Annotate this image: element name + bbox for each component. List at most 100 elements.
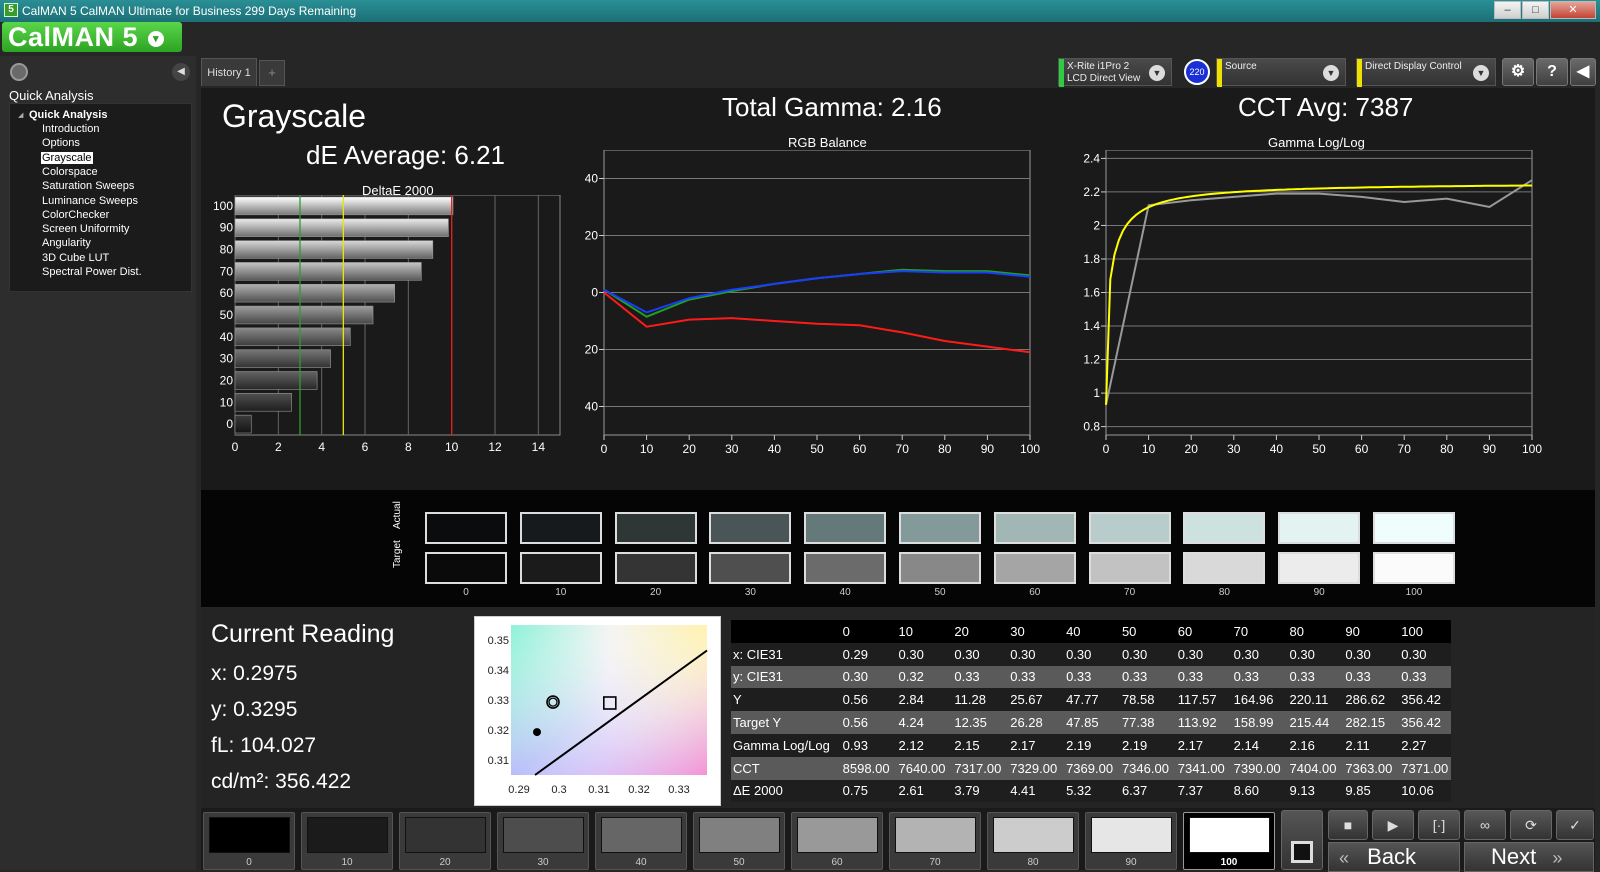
cie-x-tick: 0.29 — [508, 784, 529, 796]
sidebar-item-options[interactable]: Options — [42, 137, 80, 150]
deltae-bar-40 — [234, 327, 351, 347]
patch-color — [209, 817, 290, 853]
sidebar-item-grayscale[interactable]: Grayscale — [41, 151, 93, 164]
table-cell: 0.93 — [840, 733, 897, 757]
minimize-button[interactable]: – — [1494, 1, 1521, 19]
gear-icon: ⚙ — [1510, 63, 1526, 80]
patch-90[interactable]: 90 — [1085, 812, 1177, 870]
deltae-bar-30 — [234, 349, 331, 368]
patch-70[interactable]: 70 — [889, 812, 981, 870]
record-button[interactable] — [1281, 810, 1323, 870]
gamma-x-tick: 50 — [1312, 442, 1326, 456]
table-cell: 78.58 — [1119, 688, 1176, 712]
table-cell: 0.33 — [1064, 665, 1120, 689]
patch-color — [405, 817, 486, 853]
meter-badge[interactable]: 220 — [1184, 59, 1210, 85]
table-cell: 0.32 — [896, 665, 953, 689]
patch-100[interactable]: 100 — [1183, 812, 1275, 870]
target-swatch-20 — [614, 552, 697, 584]
play-button[interactable]: ▶ — [1372, 810, 1414, 840]
swatch-label: 20 — [650, 587, 662, 598]
display-status-bar — [1357, 59, 1362, 87]
target-swatch-90 — [1278, 552, 1361, 584]
patch-30[interactable]: 30 — [497, 812, 589, 870]
help-button[interactable]: ? — [1536, 58, 1568, 86]
sidebar-item-screen-uniformity[interactable]: Screen Uniformity — [42, 223, 130, 236]
sidebar-item-luminance-sweeps[interactable]: Luminance Sweeps — [42, 194, 139, 207]
table-cell: 0.30 — [1231, 642, 1288, 666]
calman-logo-menu[interactable]: CalMAN 5 ▾ — [2, 22, 182, 52]
sidebar-item-3d-cube-lut[interactable]: 3D Cube LUT — [42, 251, 110, 264]
table-cell: 2.27 — [1399, 733, 1451, 757]
table-cell: 356.42 — [1399, 711, 1451, 734]
back-button[interactable]: « Back — [1328, 842, 1460, 872]
table-cell: 2.17 — [1008, 733, 1065, 757]
rgb-series-line-0 — [603, 291, 1031, 354]
patch-80[interactable]: 80 — [987, 812, 1079, 870]
patch-40[interactable]: 40 — [595, 812, 687, 870]
tab-history-1[interactable]: History 1 — [201, 58, 257, 86]
gamma-x-tick: 70 — [1398, 442, 1412, 456]
sidebar-item-colorspace[interactable]: Colorspace — [42, 165, 98, 178]
table-cell: 26.28 — [1008, 711, 1065, 734]
actual-swatch-10 — [519, 512, 602, 544]
patch-color — [895, 817, 976, 853]
table-cell: 2.61 — [896, 779, 953, 803]
target-swatch-40 — [804, 552, 887, 584]
patch-60[interactable]: 60 — [791, 812, 883, 870]
source-selector[interactable]: Source ▼ — [1216, 58, 1346, 87]
table-cell: 7.37 — [1175, 779, 1232, 803]
stop-icon: ■ — [1343, 817, 1353, 833]
close-button[interactable]: ✕ — [1550, 1, 1596, 19]
sidebar-item-colorchecker[interactable]: ColorChecker — [42, 208, 110, 221]
maximize-button[interactable]: □ — [1522, 1, 1549, 19]
sidebar-item-saturation-sweeps[interactable]: Saturation Sweeps — [42, 180, 135, 193]
stop-button[interactable]: ■ — [1328, 810, 1368, 840]
gamma-x-tick: 0 — [1103, 442, 1110, 456]
patch-0[interactable]: 0 — [203, 812, 295, 870]
source-label: Source — [1225, 61, 1257, 72]
tree-expand-icon[interactable]: ◢ — [18, 112, 24, 119]
back-arrows-icon: « — [1339, 848, 1350, 868]
patch-50[interactable]: 50 — [693, 812, 785, 870]
next-button[interactable]: Next » — [1464, 842, 1594, 872]
deltae-bar-100 — [234, 196, 454, 216]
settings-button[interactable]: ⚙ — [1502, 58, 1534, 86]
measurement-table: 0 10 20 30 40 50 60 70 80 90 100 x: CIE31 0.29 0.30 0.… — [731, 620, 1451, 803]
panel-collapse-button[interactable]: ◀ — [1570, 58, 1596, 86]
cie-x-tick: 0.33 — [668, 784, 689, 796]
table-cell: 0.56 — [840, 688, 897, 712]
patch-10[interactable]: 10 — [301, 812, 393, 870]
table-cell: 158.99 — [1231, 711, 1288, 734]
cct-average: CCT Avg: 7387 — [1238, 92, 1414, 122]
table-cell: 9.85 — [1343, 779, 1400, 803]
table-cell: 0.33 — [1343, 665, 1400, 689]
continuous-button[interactable]: ∞ — [1464, 810, 1506, 840]
table-row: ΔE 2000 0.75 2.61 3.79 4.41 5.32 6.37 7.37 8.60 9… — [731, 779, 1451, 803]
sidebar-item-angularity[interactable]: Angularity — [42, 237, 91, 250]
actual-row-label: Actual — [392, 501, 403, 529]
measure-window-button[interactable]: [·] — [1418, 810, 1460, 840]
table-cell: 0.33 — [1399, 665, 1451, 689]
table-cell: 9.13 — [1287, 779, 1344, 803]
tree-root[interactable]: Quick Analysis — [29, 109, 108, 121]
rgb-x-tick: 30 — [725, 442, 739, 456]
display-selector[interactable]: Direct Display Control ▼ — [1356, 58, 1496, 87]
table-cell: 8.60 — [1231, 779, 1288, 803]
table-cell: 220.11 — [1287, 688, 1344, 712]
sidebar-item-introduction[interactable]: Introduction — [42, 123, 100, 135]
app-icon: 5 — [4, 3, 18, 17]
add-tab-button[interactable]: + — [259, 60, 285, 86]
sidebar-item-spectral-power-dist[interactable]: Spectral Power Dist. — [42, 266, 142, 278]
gamma-x-tick: 100 — [1522, 442, 1542, 456]
refresh-button[interactable]: ⟳ — [1510, 810, 1552, 840]
table-cell: 7346.00 — [1119, 756, 1176, 780]
meter-selector[interactable]: X-Rite i1Pro 2 LCD Direct View ▼ — [1058, 58, 1172, 87]
cie-x-tick: 0.32 — [628, 784, 649, 796]
deltae-bar-90 — [234, 218, 449, 237]
patch-20[interactable]: 20 — [399, 812, 491, 870]
sidebar-collapse-button[interactable]: ◀ — [172, 63, 190, 81]
confirm-button[interactable]: ✓ — [1556, 810, 1594, 840]
workflow-status-icon[interactable] — [10, 63, 28, 81]
meter-name: X-Rite i1Pro 2 — [1067, 61, 1130, 72]
